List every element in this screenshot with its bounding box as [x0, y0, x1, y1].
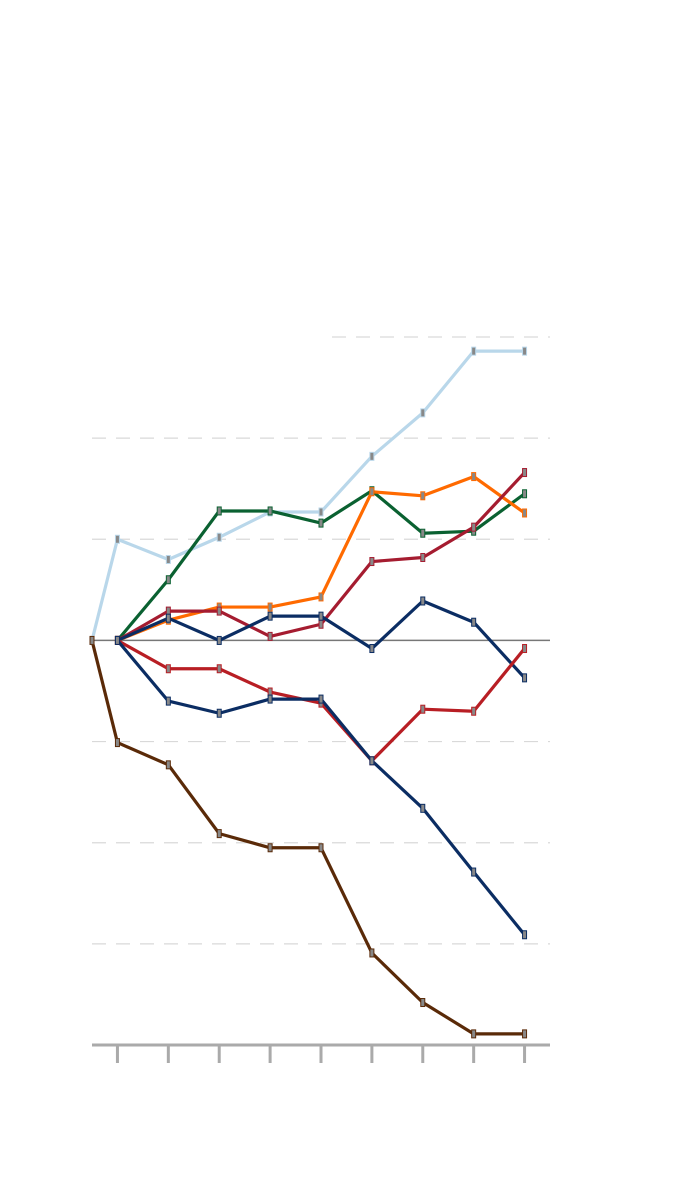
point-marker: [420, 491, 426, 501]
point-marker: [216, 606, 222, 616]
point-marker: [420, 596, 426, 606]
point-marker: [420, 552, 426, 562]
point-marker: [369, 451, 375, 461]
point-marker: [165, 696, 171, 706]
point-marker: [114, 738, 120, 748]
series-line: [90, 349, 525, 641]
point-marker: [267, 602, 273, 612]
point-marker: [522, 644, 528, 654]
point-marker: [318, 843, 324, 853]
point-marker: [114, 635, 120, 645]
point-marker: [216, 829, 222, 839]
point-marker: [165, 555, 171, 565]
point-marker: [522, 1029, 528, 1039]
point-marker: [216, 664, 222, 674]
point-marker: [420, 408, 426, 418]
point-marker: [267, 506, 273, 516]
point-marker: [471, 522, 477, 532]
point-marker: [267, 694, 273, 704]
point-marker: [369, 948, 375, 958]
point-marker: [267, 843, 273, 853]
point-marker: [369, 487, 375, 497]
point-marker: [471, 472, 477, 482]
point-marker: [318, 592, 324, 602]
point-marker: [318, 507, 324, 517]
point-marker: [318, 694, 324, 704]
series-line: [90, 640, 525, 1036]
point-marker: [216, 708, 222, 718]
point-marker: [522, 930, 528, 940]
point-marker: [369, 644, 375, 654]
point-marker: [522, 346, 528, 356]
point-marker: [267, 631, 273, 641]
point-marker: [165, 575, 171, 585]
point-marker: [522, 673, 528, 683]
point-marker: [420, 528, 426, 538]
point-marker: [420, 803, 426, 813]
point-marker: [318, 611, 324, 621]
point-marker: [267, 611, 273, 621]
point-marker: [420, 704, 426, 714]
point-marker: [471, 1029, 477, 1039]
point-marker: [471, 617, 477, 627]
point-marker: [420, 998, 426, 1008]
point-marker: [216, 635, 222, 645]
point-marker: [471, 706, 477, 716]
point-marker: [318, 619, 324, 629]
point-marker: [165, 760, 171, 770]
point-marker: [318, 518, 324, 528]
point-marker: [114, 534, 120, 544]
point-marker: [165, 613, 171, 623]
point-marker: [89, 635, 95, 645]
point-marker: [369, 557, 375, 567]
point-marker: [216, 532, 222, 542]
point-marker: [522, 489, 528, 499]
point-marker: [216, 506, 222, 516]
series-line: [116, 639, 526, 936]
point-marker: [522, 508, 528, 518]
point-marker: [471, 867, 477, 877]
point-marker: [471, 346, 477, 356]
point-marker: [369, 756, 375, 766]
point-marker: [522, 468, 528, 478]
point-marker: [165, 664, 171, 674]
